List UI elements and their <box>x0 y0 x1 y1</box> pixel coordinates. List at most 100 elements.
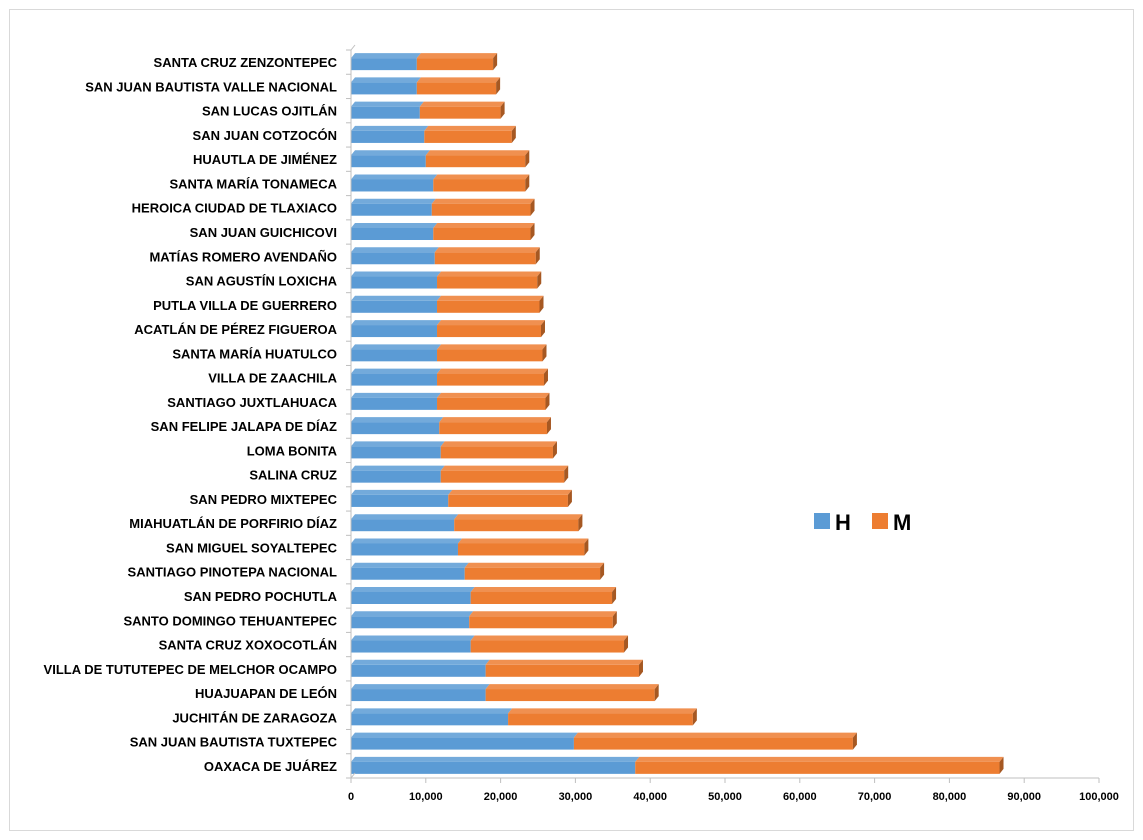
x-tick-label: 30,000 <box>559 791 593 803</box>
bar-front-face <box>351 689 486 702</box>
bar-side-face <box>546 417 551 435</box>
category-label: OAXACA DE JUÁREZ <box>204 759 337 774</box>
bar-h-segment <box>351 198 436 216</box>
category-label: SAN PEDRO POCHUTLA <box>184 589 338 604</box>
category-label: SAN FELIPE JALAPA DE DÍAZ <box>151 419 337 434</box>
bar-top-face <box>351 295 442 301</box>
category-label: SANTO DOMINGO TEHUANTEPEC <box>123 613 337 628</box>
bar-h-segment <box>351 538 462 556</box>
bar-side-face <box>552 441 557 459</box>
bar-side-face <box>612 587 617 604</box>
bar-top-face <box>351 441 445 447</box>
bar-front-face <box>434 252 536 265</box>
bar-top-face <box>351 223 438 228</box>
bar-m-segment <box>433 223 535 240</box>
category-label: MIAHUATLÁN DE PORFIRIO DÍAZ <box>129 516 337 531</box>
bar-h-segment <box>351 295 442 313</box>
bar-front-face <box>351 664 486 677</box>
bar-h-segment <box>351 344 442 362</box>
category-label: VILLA DE ZAACHILA <box>208 371 337 386</box>
bar-top-face <box>351 392 442 398</box>
bar-front-face <box>351 82 417 95</box>
bar-m-segment <box>485 659 643 677</box>
bar-h-segment <box>351 223 438 240</box>
category-label: VILLA DE TUTUTEPEC DE MELCHOR OCAMPO <box>44 662 337 677</box>
bar-h-segment <box>351 514 459 532</box>
category-label: SAN JUAN BAUTISTA VALLE NACIONAL <box>85 79 337 94</box>
bar-front-face <box>433 179 526 192</box>
bar-m-segment <box>573 732 857 750</box>
bar-top-face <box>351 344 442 350</box>
bar-m-segment <box>485 684 659 702</box>
bar-front-face <box>351 276 438 289</box>
bar-h-segment <box>351 587 475 604</box>
bar-top-face <box>351 465 445 471</box>
bar-front-face <box>635 761 1000 774</box>
bar-h-segment <box>351 684 490 702</box>
bar-front-face <box>351 616 470 629</box>
bar-side-face <box>638 659 643 677</box>
bar-m-segment <box>440 465 569 483</box>
category-label: SANTA MARÍA TONAMECA <box>169 176 337 191</box>
bar-m-segment <box>416 53 498 71</box>
bar-side-face <box>612 611 617 629</box>
bar-m-segment <box>448 489 572 507</box>
bar-front-face <box>470 592 613 604</box>
bar-front-face <box>416 58 494 71</box>
bar-m-segment <box>434 247 540 265</box>
bar-front-face <box>485 689 655 702</box>
category-label: LOMA BONITA <box>247 443 338 458</box>
bar-front-face <box>351 713 509 726</box>
x-tick-label: 90,000 <box>1007 791 1041 803</box>
bar-top-face <box>351 247 439 253</box>
bar-front-face <box>351 761 636 774</box>
bar-side-face <box>530 198 535 216</box>
bar-top-face <box>437 344 547 350</box>
bar-front-face <box>351 349 438 362</box>
bar-h-segment <box>351 756 640 774</box>
bar-top-face <box>351 174 438 180</box>
bar-m-segment <box>424 125 516 143</box>
bar-top-face <box>425 150 530 156</box>
bar-top-face <box>351 271 442 277</box>
category-label: SALINA CRUZ <box>249 468 337 483</box>
bar-h-segment <box>351 150 430 168</box>
bar-m-segment <box>464 562 605 580</box>
bar-h-segment <box>351 611 474 629</box>
category-label: HUAUTLA DE JIMÉNEZ <box>193 152 337 167</box>
bar-top-face <box>351 732 578 738</box>
bar-top-face <box>434 247 540 253</box>
bar-front-face <box>351 397 438 410</box>
bar-side-face <box>542 344 547 362</box>
category-label: SANTA CRUZ XOXOCOTLÁN <box>159 638 337 653</box>
bar-m-segment <box>416 77 501 95</box>
category-label: SANTA MARÍA HUATULCO <box>172 346 337 361</box>
category-label: JUCHITÁN DE ZARAGOZA <box>172 710 337 725</box>
x-tick-label: 60,000 <box>783 791 817 803</box>
category-label: SANTIAGO JUXTLAHUACA <box>167 395 337 410</box>
bar-side-face <box>692 708 697 726</box>
bar-top-face <box>424 125 516 131</box>
bar-top-face <box>351 659 490 665</box>
bar-m-segment <box>437 271 542 289</box>
bar-top-face <box>470 587 617 592</box>
bar-side-face <box>624 635 629 653</box>
bar-top-face <box>440 465 569 471</box>
category-label: SAN JUAN COTZOCÓN <box>193 128 337 143</box>
value-axis-depth-line <box>350 772 356 779</box>
bar-h-segment <box>351 368 442 386</box>
bar-front-face <box>440 470 565 483</box>
bar-side-face <box>654 684 659 702</box>
bar-front-face <box>351 567 465 580</box>
bar-m-segment <box>437 368 548 386</box>
bar-m-segment <box>425 150 530 168</box>
bar-front-face <box>437 300 540 313</box>
bar-h-segment <box>351 659 490 677</box>
bar-h-segment <box>351 247 439 265</box>
chart-frame: 0 10,000 20,000 30,000 40,000 50,000 60,000 70,… <box>9 9 1134 831</box>
bar-front-face <box>439 422 547 435</box>
bar-top-face <box>416 53 498 59</box>
bar-front-face <box>351 300 438 313</box>
category-label: HEROICA CIUDAD DE TLAXIACO <box>132 201 337 216</box>
bar-side-face <box>537 271 542 289</box>
